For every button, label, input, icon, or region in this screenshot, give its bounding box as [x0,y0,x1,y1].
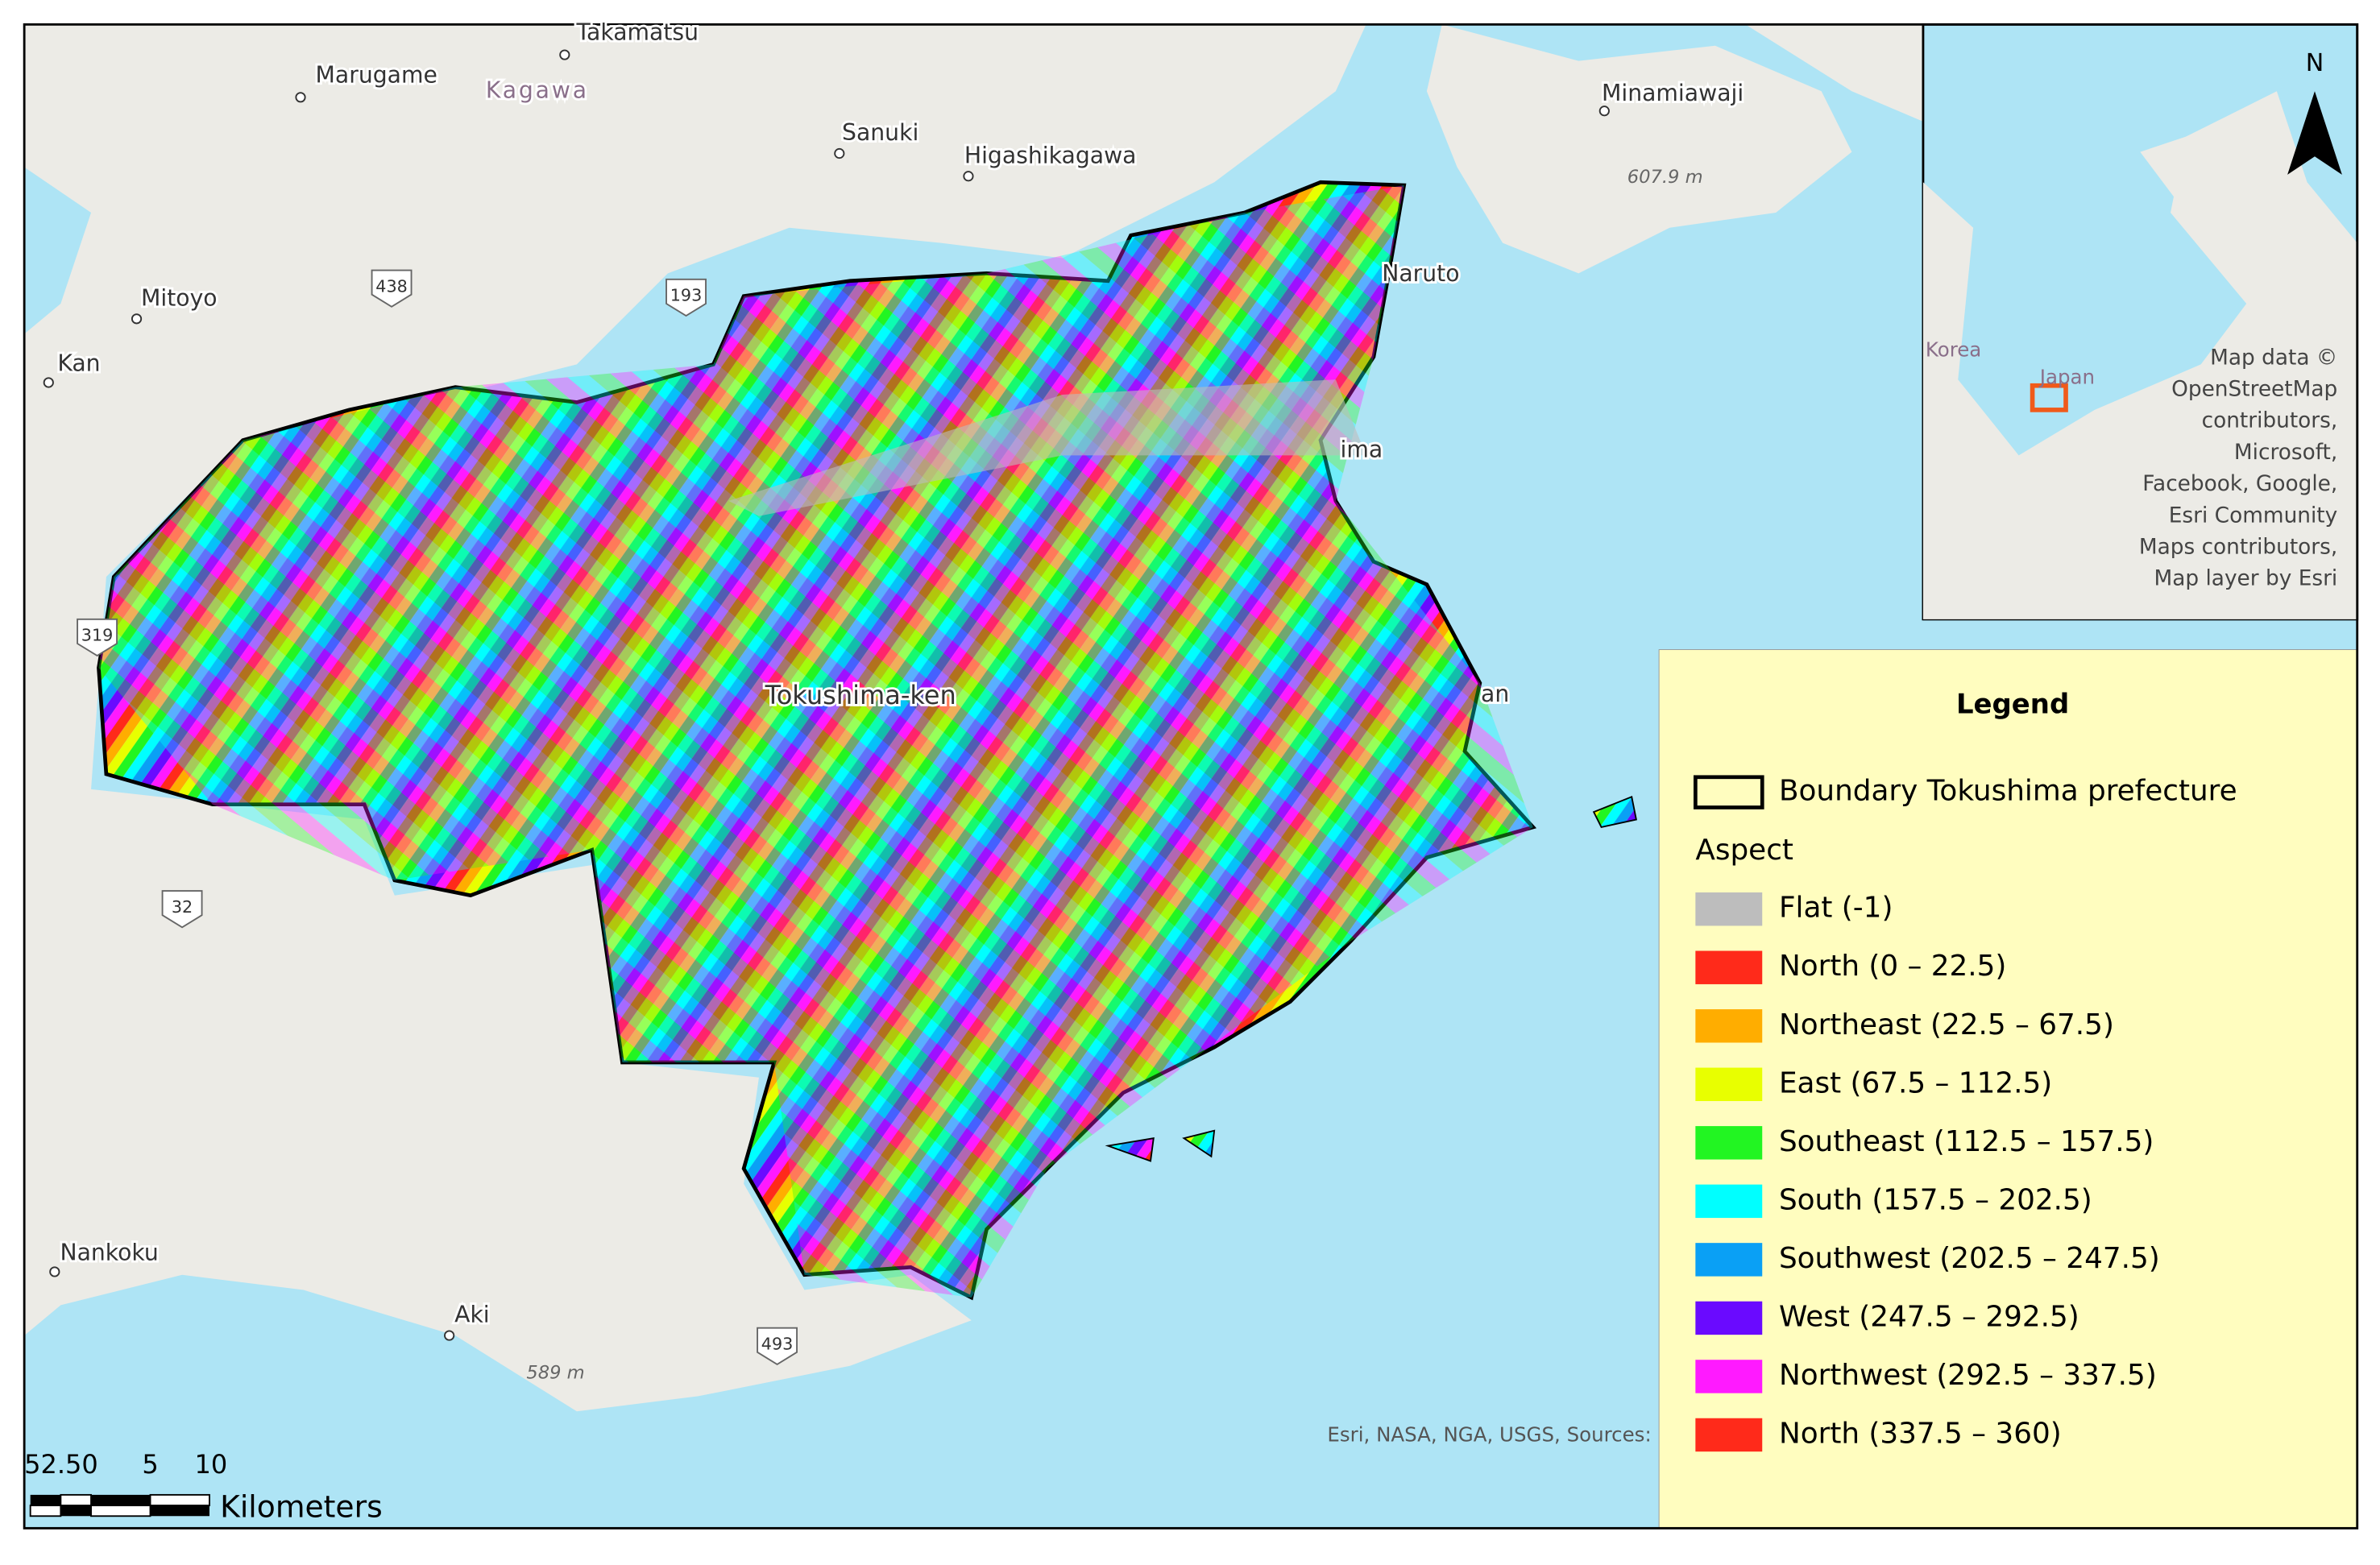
scale-segment [30,1494,61,1506]
inset-attribution: contributors, [2202,409,2338,433]
legend-label: Northwest (292.5 – 337.5) [1779,1359,2157,1392]
legend-label: Southeast (112.5 – 157.5) [1779,1125,2154,1158]
road-number: 319 [81,626,114,645]
scale-label: 52.50 [24,1449,98,1480]
place-label: Tokushima-ken [765,680,956,710]
scale-bar [29,1493,210,1517]
legend-swatch [1695,892,1763,926]
legend-label: Flat (-1) [1779,892,1893,925]
scale-segment [60,1505,92,1517]
place-label: Aki [454,1302,490,1328]
road-shield [161,890,203,929]
inset-attribution: Map layer by Esri [2154,567,2337,591]
legend-label: Northeast (22.5 – 67.5) [1779,1008,2114,1041]
legend-swatch [1695,1243,1763,1277]
elevation-label: 607.9 m [1627,167,1703,188]
road-shield [77,618,118,657]
place-dot [131,313,143,325]
inset-attribution: Map data © [2210,346,2337,370]
place-label: ima [1341,437,1383,463]
legend-label: South (157.5 – 202.5) [1779,1183,2092,1216]
inset-attribution: OpenStreetMap [2171,378,2337,402]
place-label: Sanuki [842,119,918,146]
road-shield [665,278,707,317]
inset-attribution: Maps contributors, [2139,535,2337,559]
road-shield [757,1327,798,1365]
place-label: Naruto [1382,260,1459,287]
place-label: Marugame [316,61,437,88]
land-honshu [1745,24,1923,122]
sea-inlet [24,167,92,334]
legend-swatch [1695,1184,1763,1219]
place-label: Higashikagawa [964,142,1137,168]
legend-label: North (0 – 22.5) [1779,950,2006,983]
place-label: an [1481,681,1509,707]
road-number: 193 [670,286,703,305]
place-dot [834,147,845,159]
inset-land [1922,91,2357,619]
legend-swatch [1695,1126,1763,1160]
land-awaji [1426,24,1852,274]
road-shield [371,269,413,308]
road-number: 32 [172,897,193,917]
place-label: Takamatsu [575,19,699,46]
place-dot [43,377,54,388]
legend-group: Aspect [1695,834,1793,867]
aspect-texture [98,185,1533,1298]
scale-segment [29,1505,62,1517]
inset-locator [2030,383,2068,412]
flat-plain [728,379,1366,516]
inset-attribution: Facebook, Google, [2142,472,2337,496]
place-label: Kagawa [486,77,589,103]
place-label: Mitoyo [141,284,218,311]
north-label: N [2306,49,2324,77]
scale-segment [149,1493,210,1507]
scale-segment [60,1493,92,1507]
legend-label: North (337.5 – 360) [1779,1417,2062,1450]
north-arrow [2287,91,2342,175]
legend-boundary-swatch [1693,775,1764,809]
place-dot [49,1266,60,1277]
inset-label: Japan [2038,365,2095,388]
place-dot [963,171,974,182]
legend-label: East (67.5 – 112.5) [1779,1066,2052,1099]
place-label: Minamiawaji [1602,80,1744,106]
inset-hokkaido [2140,121,2262,213]
road-number: 438 [375,276,408,296]
islands [1105,795,1637,1162]
legend-swatch [1695,950,1763,984]
scale-unit: Kilometers [220,1488,383,1524]
place-dot [559,49,570,60]
scale-segment [150,1505,209,1517]
legend-swatch [1695,1360,1763,1393]
elevation-label: 589 m [526,1363,584,1384]
legend-label: West (247.5 – 292.5) [1779,1300,2079,1333]
inset-label: Korea [1926,337,1981,361]
frame [23,23,2359,1530]
place-dot [444,1330,455,1341]
legend-swatch [1695,1067,1763,1102]
legend-box [1658,649,2358,1529]
attribution: Esri, NASA, NGA, USGS, Sources: [1327,1422,1651,1446]
legend-swatch [1695,1301,1763,1335]
inset-attribution: Microsoft, [2234,441,2337,465]
legend-swatch [1695,1009,1763,1043]
place-dot [295,92,306,103]
scale-segment [90,1505,151,1517]
legend-title: Legend [1956,689,2069,720]
legend-label: Southwest (202.5 – 247.5) [1779,1242,2160,1275]
legend-label: Boundary Tokushima prefecture [1779,775,2237,808]
place-label: Kan [57,350,100,376]
road-number: 493 [761,1334,794,1353]
legend-swatch [1695,1418,1763,1452]
scale-label: 5 [142,1449,158,1480]
scale-segment [91,1494,151,1506]
scale-label: 10 [194,1449,227,1480]
place-label: Nankoku [60,1239,158,1265]
inset-attribution: Esri Community [2169,503,2338,528]
land-shikoku [24,24,1366,1412]
place-dot [1598,106,1610,117]
